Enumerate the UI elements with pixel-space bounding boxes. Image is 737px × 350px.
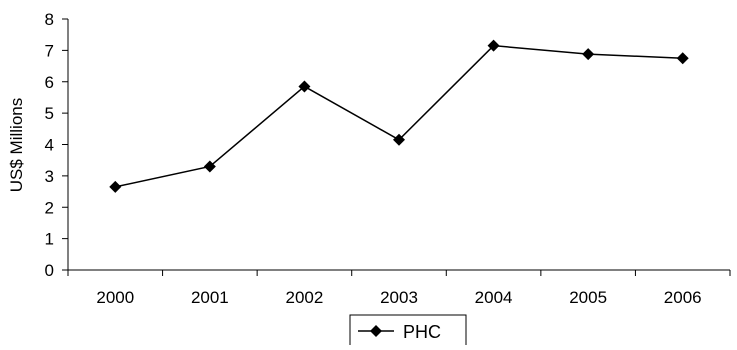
y-tick-label: 7 [45,41,54,60]
legend-label-phc: PHC [403,322,441,342]
x-tick-label: 2004 [475,288,513,307]
x-tick-label: 2000 [96,288,134,307]
series-line-phc [115,44,683,188]
data-point-marker [203,160,216,173]
data-point-marker [487,39,500,52]
data-point-marker [109,180,122,193]
x-tick-label: 2005 [569,288,607,307]
data-point-marker [676,52,689,65]
y-tick-label: 3 [45,167,54,186]
y-tick-label: 6 [45,73,54,92]
x-tick-label: 2006 [664,288,702,307]
y-tick-label: 2 [45,198,54,217]
x-tick-label: 2002 [286,288,324,307]
data-point-marker [298,80,311,93]
y-tick-label: 5 [45,104,54,123]
y-tick-label: 0 [45,261,54,280]
x-tick-label: 2003 [380,288,418,307]
x-axis: 2000 2001 2002 2003 2004 2005 2006 [67,269,731,307]
y-tick-label: 8 [45,10,54,29]
series-layer [109,39,689,193]
y-axis: 0 1 2 3 4 5 6 7 8 [45,10,69,280]
y-tick-label: 1 [45,230,54,249]
x-tick-label: 2001 [191,288,229,307]
y-tick-label: 4 [45,136,54,155]
data-point-marker [393,133,405,146]
legend-diamond-marker [370,325,382,337]
data-point-marker [582,48,595,61]
y-axis-title: US$ Millions [7,98,26,192]
legend: PHC [349,314,467,348]
